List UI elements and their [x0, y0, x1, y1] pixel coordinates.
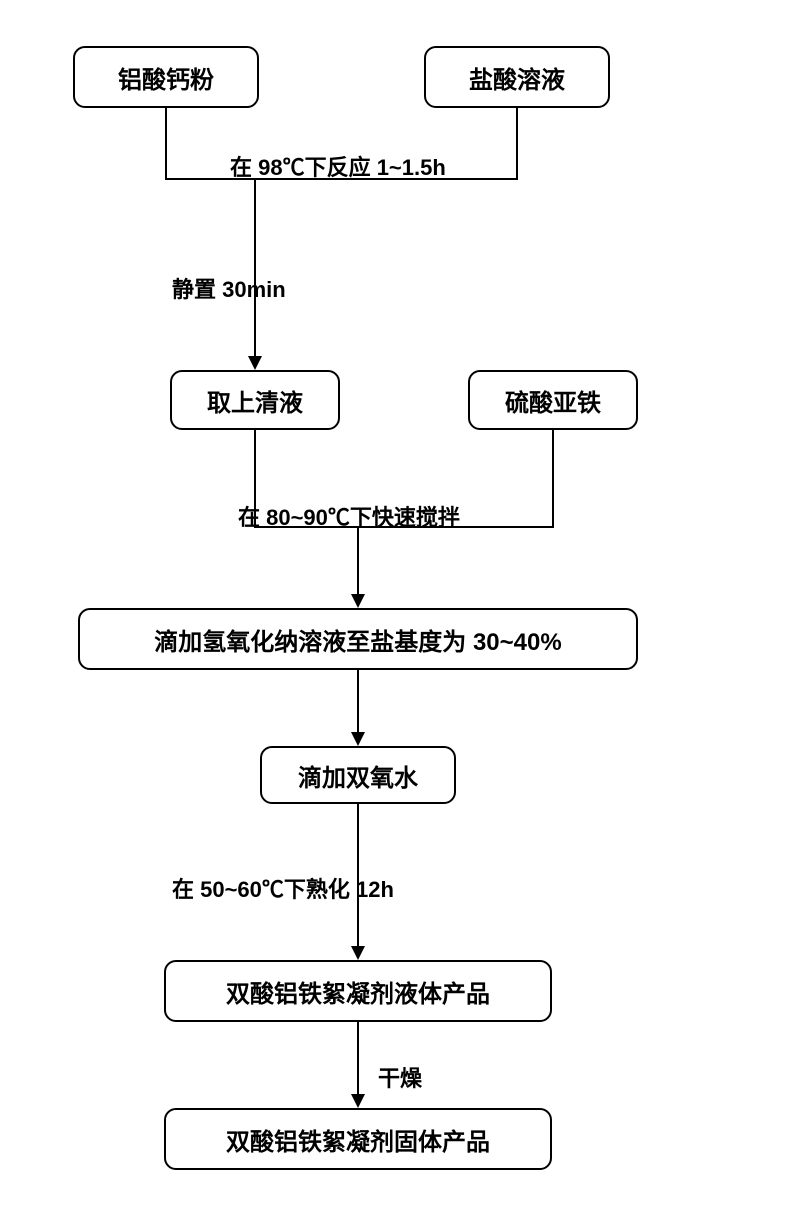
arrowhead-icon	[351, 732, 365, 746]
node-solid-product: 双酸铝铁絮凝剂固体产品	[164, 1108, 552, 1170]
label-stir-80-90c: 在 80~90℃下快速搅拌	[238, 500, 460, 532]
node-hcl-solution: 盐酸溶液	[424, 46, 610, 108]
edge	[165, 108, 167, 180]
edge	[254, 178, 256, 356]
edge	[552, 430, 554, 528]
label-settle-30min: 静置 30min	[172, 272, 286, 304]
edge	[357, 670, 359, 732]
node-h2o2-dropwise: 滴加双氧水	[260, 746, 456, 804]
label-dry: 干燥	[378, 1061, 422, 1093]
label-react-98c: 在 98℃下反应 1~1.5h	[230, 150, 446, 182]
node-ferrous-sulfate: 硫酸亚铁	[468, 370, 638, 430]
edge	[357, 1022, 359, 1094]
edge	[516, 108, 518, 180]
arrowhead-icon	[351, 1094, 365, 1108]
node-liquid-product: 双酸铝铁絮凝剂液体产品	[164, 960, 552, 1022]
edge	[357, 526, 359, 594]
label-mature-50-60c: 在 50~60℃下熟化 12h	[172, 872, 394, 904]
node-supernatant: 取上清液	[170, 370, 340, 430]
arrowhead-icon	[351, 946, 365, 960]
node-naoh-dropwise: 滴加氢氧化纳溶液至盐基度为 30~40%	[78, 608, 638, 670]
node-calcium-aluminate: 铝酸钙粉	[73, 46, 259, 108]
arrowhead-icon	[351, 594, 365, 608]
arrowhead-icon	[248, 356, 262, 370]
